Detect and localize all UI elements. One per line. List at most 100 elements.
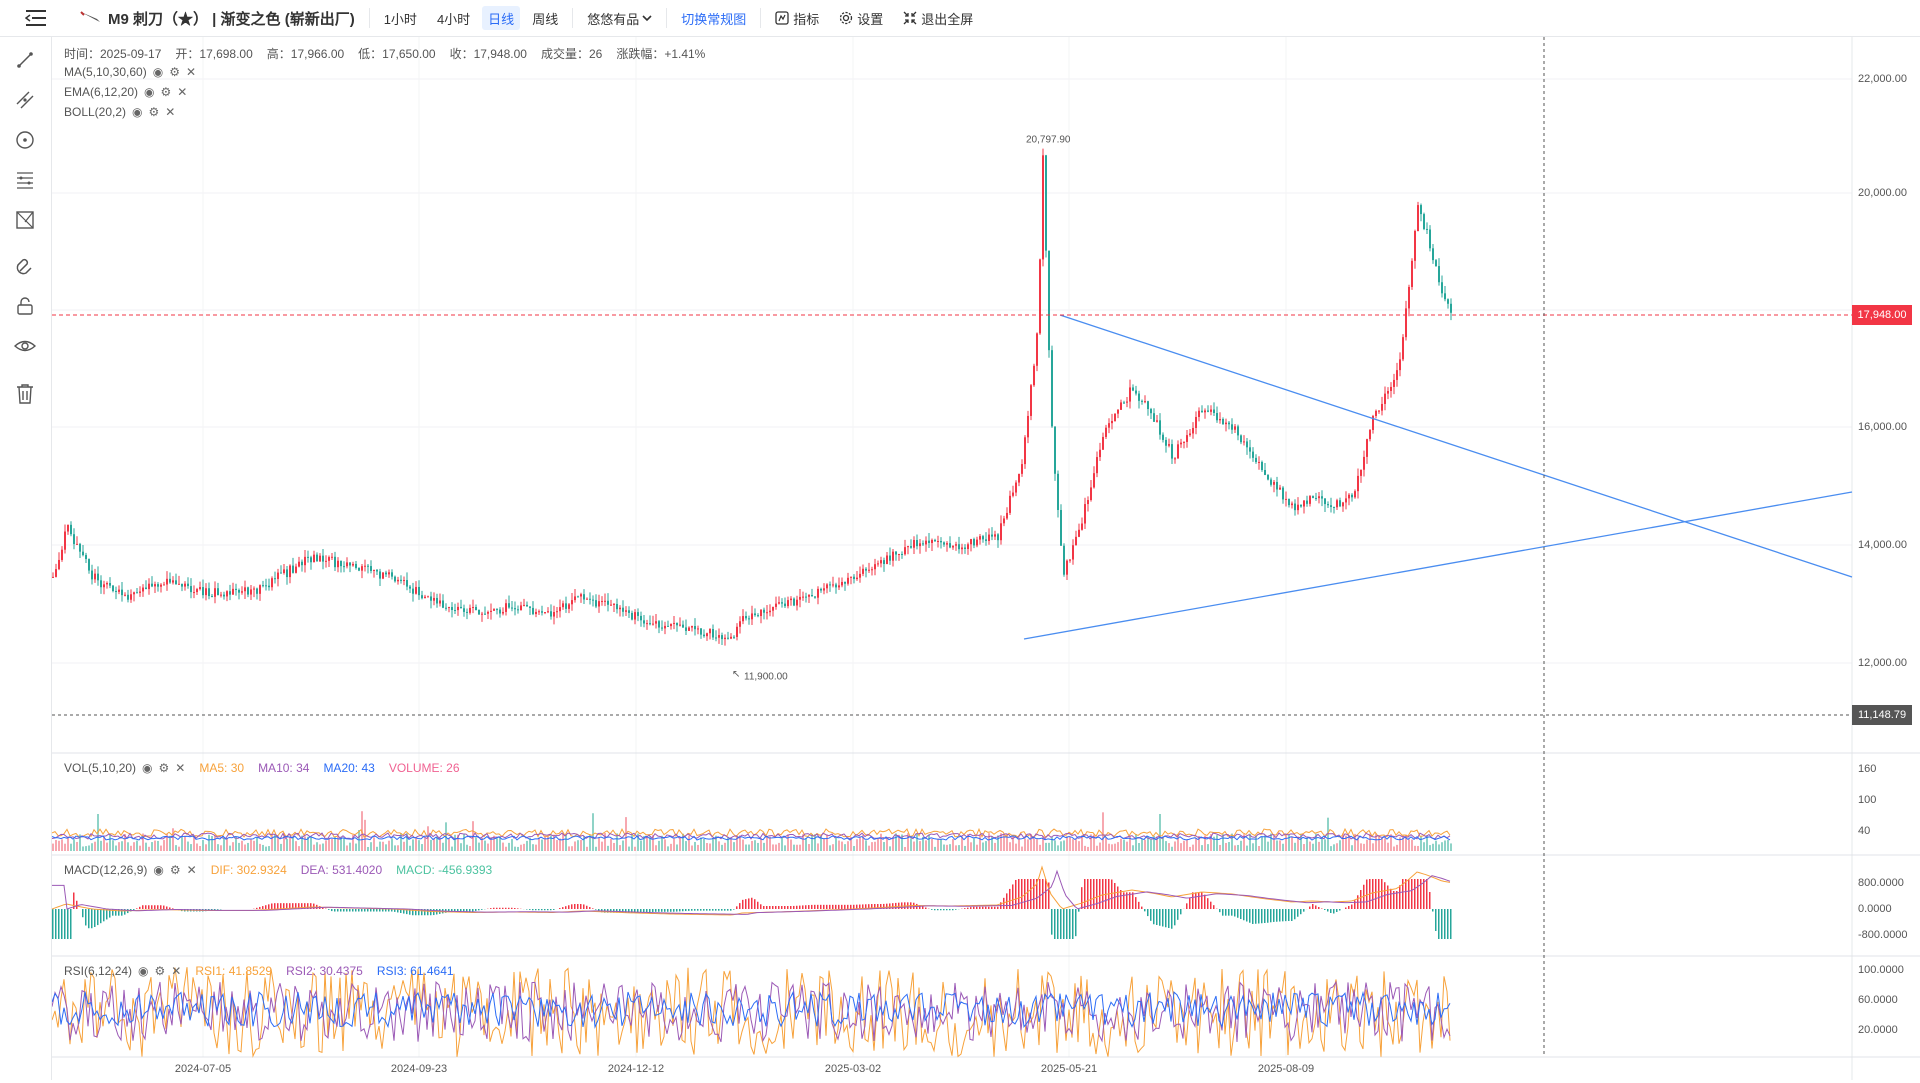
volume-bar (1396, 845, 1398, 851)
candle-body (421, 595, 423, 598)
candle-body (1378, 411, 1380, 412)
line-tool-icon[interactable] (12, 47, 38, 73)
candle-body (1402, 337, 1404, 359)
fib-lines-icon[interactable] (12, 167, 38, 193)
macd-bar (697, 909, 699, 911)
eye-icon[interactable]: ◉ (144, 85, 154, 99)
candle-body (91, 571, 93, 580)
macd-bar (943, 909, 945, 910)
candle-body (265, 585, 267, 586)
volume-bar (1441, 842, 1443, 851)
close-icon[interactable]: ✕ (165, 105, 175, 119)
candle-body (1270, 480, 1272, 485)
candle-body (535, 612, 537, 614)
volume-bar (931, 839, 933, 851)
volume-bar (127, 842, 129, 851)
eye-off-icon[interactable]: ◉ (153, 863, 163, 877)
candle-body (1426, 229, 1428, 230)
candle-body (454, 610, 456, 611)
volume-ma10-line (52, 833, 1450, 839)
candle-body (415, 587, 417, 594)
switch-view-button[interactable]: 切换常规图 (671, 0, 756, 36)
volume-bar (214, 836, 216, 851)
chart-canvas[interactable]: 22,000.00 20,000.00 16,000.00 14,000.00 … (52, 37, 1920, 1080)
interval-4h[interactable]: 4小时 (427, 0, 480, 36)
macd-bar (574, 904, 576, 909)
candle-body (1360, 470, 1362, 476)
volume-bar (1234, 845, 1236, 851)
symbol-title[interactable]: M9 刺刀（★） | 渐变之色 (崭新出厂) (72, 0, 365, 36)
menu-toggle-button[interactable] (0, 0, 72, 36)
volume-bar (979, 835, 981, 851)
volume-bar (919, 841, 921, 851)
product-select[interactable]: 悠悠有品 (577, 0, 662, 36)
volume-bar (937, 839, 939, 851)
candle-body (1045, 155, 1047, 250)
candle-body (298, 562, 300, 567)
volume-bar (1096, 846, 1098, 851)
magnet-icon[interactable] (12, 253, 38, 279)
volume-bar (115, 846, 117, 851)
macd-bar (277, 903, 279, 909)
macd-bar (1420, 879, 1422, 909)
candle-body (556, 611, 558, 612)
gear-icon[interactable]: ⚙ (169, 65, 180, 79)
volume-bar (76, 842, 78, 851)
shape-tool-icon[interactable] (12, 207, 38, 233)
volume-bar (859, 837, 861, 851)
candle-body (802, 597, 804, 598)
macd-bar (1030, 879, 1032, 909)
candle-body (1300, 505, 1302, 507)
candle-body (1246, 441, 1248, 447)
gear-icon[interactable]: ⚙ (161, 85, 172, 99)
ema-indicator-label: EMA(6,12,20) (64, 85, 138, 99)
trendlines[interactable] (1024, 315, 1852, 639)
eye-icon[interactable]: ◉ (132, 105, 142, 119)
candle-body (283, 569, 285, 573)
candle-body (334, 557, 336, 567)
eye-off-icon[interactable]: ◉ (142, 761, 152, 775)
indicators-button[interactable]: 指标 (765, 0, 829, 36)
volume-bar (334, 837, 336, 851)
candle-body (1156, 420, 1158, 421)
gear-icon[interactable]: ⚙ (149, 105, 160, 119)
trash-icon[interactable] (12, 381, 38, 407)
volume-bar (607, 846, 609, 851)
volume-value: VOLUME: 26 (389, 761, 460, 775)
close-icon[interactable]: ✕ (186, 65, 196, 79)
candle-body (1375, 411, 1377, 416)
candle-body (679, 625, 681, 626)
volume-bar (913, 842, 915, 851)
parallel-line-icon[interactable] (12, 87, 38, 113)
candle-body (952, 546, 954, 548)
eye-off-icon[interactable]: ◉ (138, 964, 148, 978)
close-icon[interactable]: ✕ (187, 863, 197, 877)
settings-button[interactable]: 设置 (829, 0, 893, 36)
close-icon[interactable]: ✕ (177, 85, 187, 99)
volume-bar (1048, 843, 1050, 851)
close-icon[interactable]: ✕ (171, 964, 181, 978)
interval-weekly[interactable]: 周线 (522, 0, 568, 36)
candle-body (961, 548, 963, 550)
lock-icon[interactable] (12, 293, 38, 319)
chart-area[interactable]: 22,000.00 20,000.00 16,000.00 14,000.00 … (52, 37, 1920, 1080)
gear-icon[interactable]: ⚙ (159, 761, 170, 775)
circle-tool-icon[interactable] (12, 127, 38, 153)
macd-bar (763, 906, 765, 909)
gear-icon[interactable]: ⚙ (170, 863, 181, 877)
interval-daily[interactable]: 日线 (482, 6, 520, 30)
exit-fullscreen-button[interactable]: 退出全屏 (893, 0, 983, 36)
volume-bar (1225, 843, 1227, 851)
eye-icon[interactable] (12, 333, 38, 359)
volume-bar (610, 839, 612, 851)
candle-body (1396, 370, 1398, 380)
macd-bar (1336, 909, 1338, 912)
candle-body (1423, 214, 1425, 229)
volume-bar (712, 838, 714, 851)
gear-icon[interactable]: ⚙ (155, 964, 166, 978)
close-icon[interactable]: ✕ (175, 761, 185, 775)
interval-1h[interactable]: 1小时 (374, 0, 427, 36)
eye-icon[interactable]: ◉ (153, 65, 163, 79)
volume-bar (676, 844, 678, 851)
macd-bar (331, 909, 333, 911)
